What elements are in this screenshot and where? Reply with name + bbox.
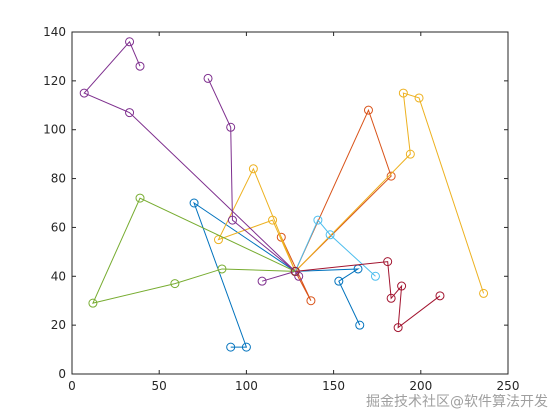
route-point xyxy=(386,171,396,181)
route-point xyxy=(479,288,489,298)
route-line xyxy=(295,268,361,326)
y-tick-label: 100 xyxy=(43,123,66,137)
route-point xyxy=(325,230,335,240)
x-tick-label: 250 xyxy=(497,379,520,393)
route-point xyxy=(363,105,373,115)
route-point xyxy=(276,232,286,242)
route-point xyxy=(88,298,98,308)
y-tick-label: 0 xyxy=(58,367,66,381)
route-point xyxy=(386,293,396,303)
route-line xyxy=(294,92,485,294)
route-point xyxy=(334,276,344,286)
route-point xyxy=(313,215,323,225)
route-point xyxy=(414,93,424,103)
y-tick-label: 20 xyxy=(51,318,66,332)
route-point xyxy=(189,198,199,208)
x-tick-label: 0 xyxy=(68,379,76,393)
route-point xyxy=(257,276,267,286)
route-point xyxy=(125,108,135,118)
route-line xyxy=(217,167,296,272)
x-tick-label: 150 xyxy=(322,379,345,393)
route-point xyxy=(241,342,251,352)
route-point xyxy=(355,320,365,330)
route-line xyxy=(280,108,392,301)
route-point xyxy=(306,296,316,306)
route-line xyxy=(207,78,297,282)
y-tick-label: 60 xyxy=(51,220,66,234)
route-point xyxy=(170,279,180,289)
y-tick-label: 40 xyxy=(51,269,66,283)
route-line xyxy=(294,219,376,277)
route-point xyxy=(398,88,408,98)
route-point xyxy=(203,73,213,83)
x-tick-label: 200 xyxy=(409,379,432,393)
route-point xyxy=(397,281,407,291)
y-tick-label: 140 xyxy=(43,25,66,39)
route-point xyxy=(268,215,278,225)
route-point xyxy=(435,291,445,301)
route-point xyxy=(383,257,393,267)
route-line xyxy=(83,40,296,272)
route-point xyxy=(79,88,89,98)
y-tick-label: 80 xyxy=(51,172,66,186)
route-point xyxy=(135,61,145,71)
route-line xyxy=(294,271,300,277)
route-point xyxy=(125,37,135,47)
x-tick-label: 100 xyxy=(235,379,258,393)
route-point xyxy=(226,122,236,132)
route-point xyxy=(248,164,258,174)
y-tick-label: 120 xyxy=(43,74,66,88)
route-point xyxy=(226,342,236,352)
route-line xyxy=(295,261,441,329)
route-point xyxy=(393,323,403,333)
route-point xyxy=(135,193,145,203)
route-point xyxy=(227,215,237,225)
route-point xyxy=(370,271,380,281)
watermark: 掘金技术社区@软件算法开发 xyxy=(366,394,548,410)
route-point xyxy=(405,149,415,159)
x-tick-label: 50 xyxy=(152,379,167,393)
axes-box xyxy=(71,31,509,375)
route-line xyxy=(193,201,296,348)
route-point xyxy=(290,266,300,276)
route-point xyxy=(217,264,227,274)
route-line xyxy=(92,197,296,304)
